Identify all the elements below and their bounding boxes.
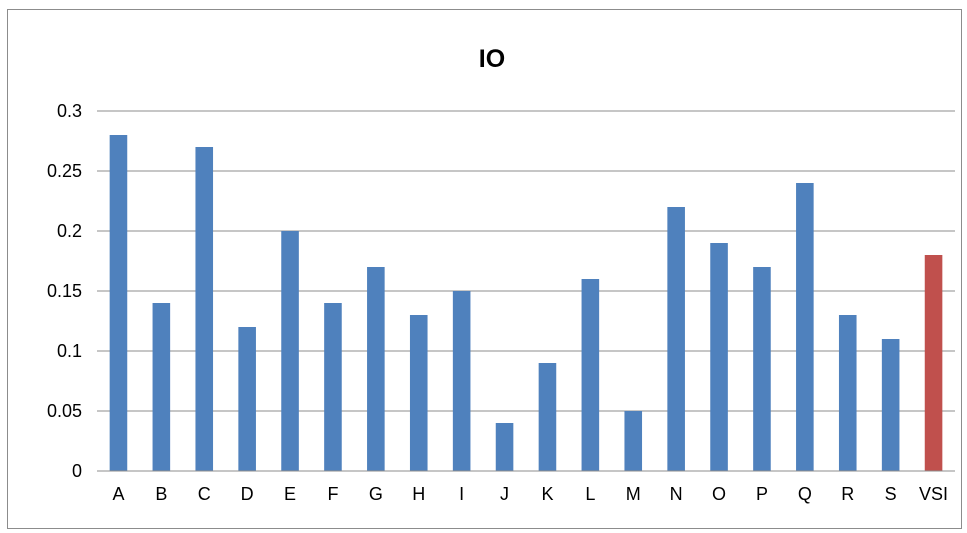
x-tick-label: B xyxy=(155,484,167,504)
y-tick-label: 0.15 xyxy=(47,281,82,301)
x-tick-label: K xyxy=(541,484,553,504)
bar-a xyxy=(109,135,128,471)
bar-p xyxy=(753,267,771,471)
x-tick-label: Q xyxy=(798,484,812,504)
x-tick-label: E xyxy=(284,484,296,504)
x-tick-label: H xyxy=(412,484,425,504)
x-tick-label: O xyxy=(712,484,726,504)
bar-g xyxy=(367,267,385,471)
bar-n xyxy=(667,207,685,471)
bars xyxy=(109,135,943,471)
y-axis-ticks: 0 0.05 0.1 0.15 0.2 0.25 0.3 xyxy=(47,101,82,481)
y-tick-label: 0.05 xyxy=(47,401,82,421)
bar-q xyxy=(796,183,814,471)
chart-title: IO xyxy=(479,45,505,73)
y-tick-label: 0.25 xyxy=(47,161,82,181)
x-tick-label: G xyxy=(369,484,383,504)
x-tick-label: F xyxy=(327,484,338,504)
y-tick-label: 0.3 xyxy=(57,101,82,121)
x-tick-label: I xyxy=(459,484,464,504)
bar-m xyxy=(624,411,643,471)
bar-c xyxy=(195,147,214,471)
x-tick-label: C xyxy=(198,484,211,504)
y-tick-label: 0 xyxy=(72,461,82,481)
x-tick-label: L xyxy=(585,484,595,504)
bar-j xyxy=(495,423,514,471)
bar-s xyxy=(881,339,900,471)
bar-d xyxy=(238,327,256,471)
bar-e xyxy=(281,231,299,471)
x-tick-label: S xyxy=(885,484,897,504)
x-tick-label: J xyxy=(500,484,509,504)
bar-l xyxy=(581,279,600,471)
x-tick-label: M xyxy=(626,484,641,504)
bar-r xyxy=(838,315,857,471)
bar-i xyxy=(452,291,471,471)
x-axis-ticks: A B C D E F G H I J K L M N O P Q R S VSI xyxy=(112,484,948,504)
bar-vsi xyxy=(924,255,943,471)
x-tick-label: R xyxy=(841,484,854,504)
x-tick-label: VSI xyxy=(919,484,948,504)
y-tick-label: 0.2 xyxy=(57,221,82,241)
x-tick-label: N xyxy=(670,484,683,504)
x-tick-label: A xyxy=(112,484,124,504)
y-tick-label: 0.1 xyxy=(57,341,82,361)
bar-f xyxy=(324,303,342,471)
x-tick-label: D xyxy=(241,484,254,504)
bar-o xyxy=(710,243,728,471)
gridlines xyxy=(97,110,955,412)
x-tick-label: P xyxy=(756,484,768,504)
bar-k xyxy=(538,363,557,471)
bar-b xyxy=(152,303,171,471)
bar-h xyxy=(409,315,428,471)
